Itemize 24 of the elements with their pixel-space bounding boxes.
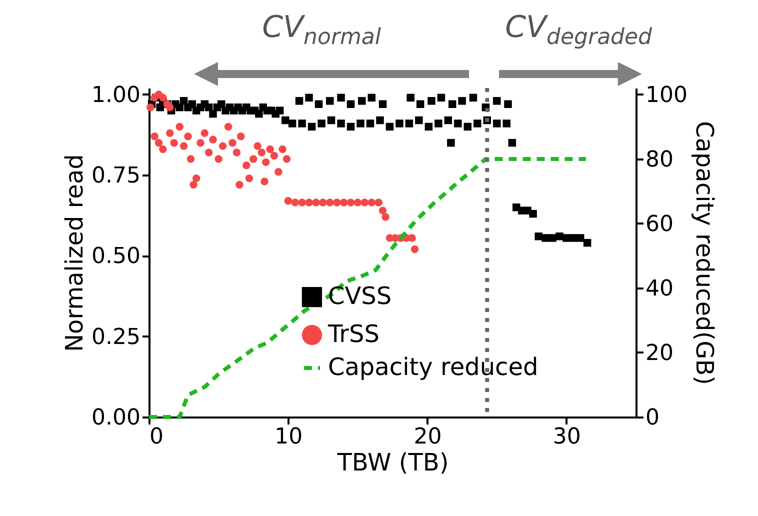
x-tick-label: 20 [414, 424, 442, 450]
line-series [147, 156, 588, 419]
legend-label: Capacity reduced [328, 353, 538, 381]
text: CV$_{degraded}$ [505, 10, 652, 50]
y-axis-title: Normalized read [60, 154, 89, 352]
y2-tick-label: 60 [646, 212, 674, 237]
y2-tick-label: 100 [646, 82, 688, 108]
y-tick-label: 0.75 [92, 164, 140, 189]
y-tick-label: 0.00 [92, 406, 140, 430]
y2-tick-label: 20 [646, 340, 674, 366]
text: CV$_{normal}$ [262, 10, 382, 50]
legend-label: CVSS [328, 282, 392, 310]
y2-tick-label: 0 [646, 406, 660, 430]
legend-label: TrSS [326, 320, 380, 348]
x-tick-label: 30 [552, 424, 581, 450]
x-axis-title: TBW (TB) [336, 448, 449, 476]
y2-axis-title: Capacity reduced(GB) [690, 120, 718, 386]
x-tick-label: 10 [274, 424, 303, 450]
y2-tick-label: 80 [646, 147, 674, 172]
x-tick-label: 0 [150, 424, 164, 450]
y-tick-label: 0.25 [92, 324, 140, 350]
y-tick-label: 0.50 [92, 244, 140, 270]
y-tick-label: 1.00 [92, 82, 140, 108]
y2-tick-label: 40 [646, 276, 674, 302]
